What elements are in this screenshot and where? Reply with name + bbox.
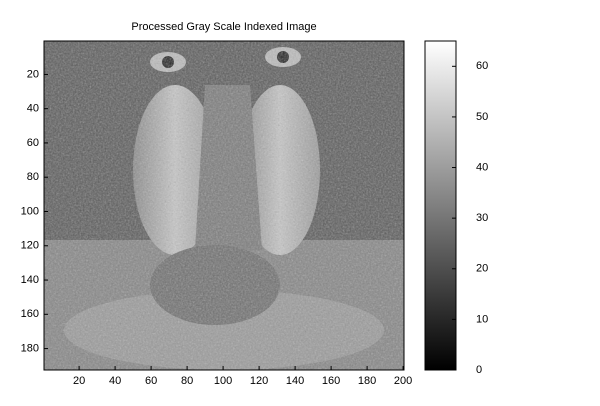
y-tick-label: 100 (21, 205, 39, 217)
x-tick-label: 20 (73, 375, 85, 387)
colorbar-tick-label: 50 (476, 111, 488, 123)
x-tick-label: 80 (181, 375, 193, 387)
y-tick-label: 60 (27, 137, 39, 149)
x-tick-label: 100 (214, 375, 232, 387)
chart-title: Processed Gray Scale Indexed Image (131, 21, 316, 33)
x-tick-label: 40 (109, 375, 121, 387)
y-tick-label: 20 (27, 68, 39, 80)
colorbar-tick-label: 0 (476, 364, 482, 376)
axes-box (43, 40, 405, 371)
x-tick-label: 60 (145, 375, 157, 387)
y-tick-label: 140 (21, 274, 39, 286)
colorbar-tick-label: 20 (476, 263, 488, 275)
image (44, 41, 404, 370)
x-tick-label: 120 (250, 375, 268, 387)
x-tick-label: 160 (322, 375, 340, 387)
y-tick-label: 120 (21, 240, 39, 252)
y-tick-label: 160 (21, 308, 39, 320)
colorbar-tick-label: 60 (476, 60, 488, 72)
x-tick-label: 180 (358, 375, 376, 387)
x-tick-label: 140 (286, 375, 304, 387)
colorbar-tick-label: 30 (476, 212, 488, 224)
y-tick-label: 40 (27, 103, 39, 115)
colorbar (424, 40, 457, 371)
colorbar-tick-label: 10 (476, 313, 488, 325)
x-tick-label: 200 (394, 375, 412, 387)
y-tick-label: 180 (21, 342, 39, 354)
colorbar-tick-label: 40 (476, 161, 488, 173)
y-tick-label: 80 (27, 171, 39, 183)
